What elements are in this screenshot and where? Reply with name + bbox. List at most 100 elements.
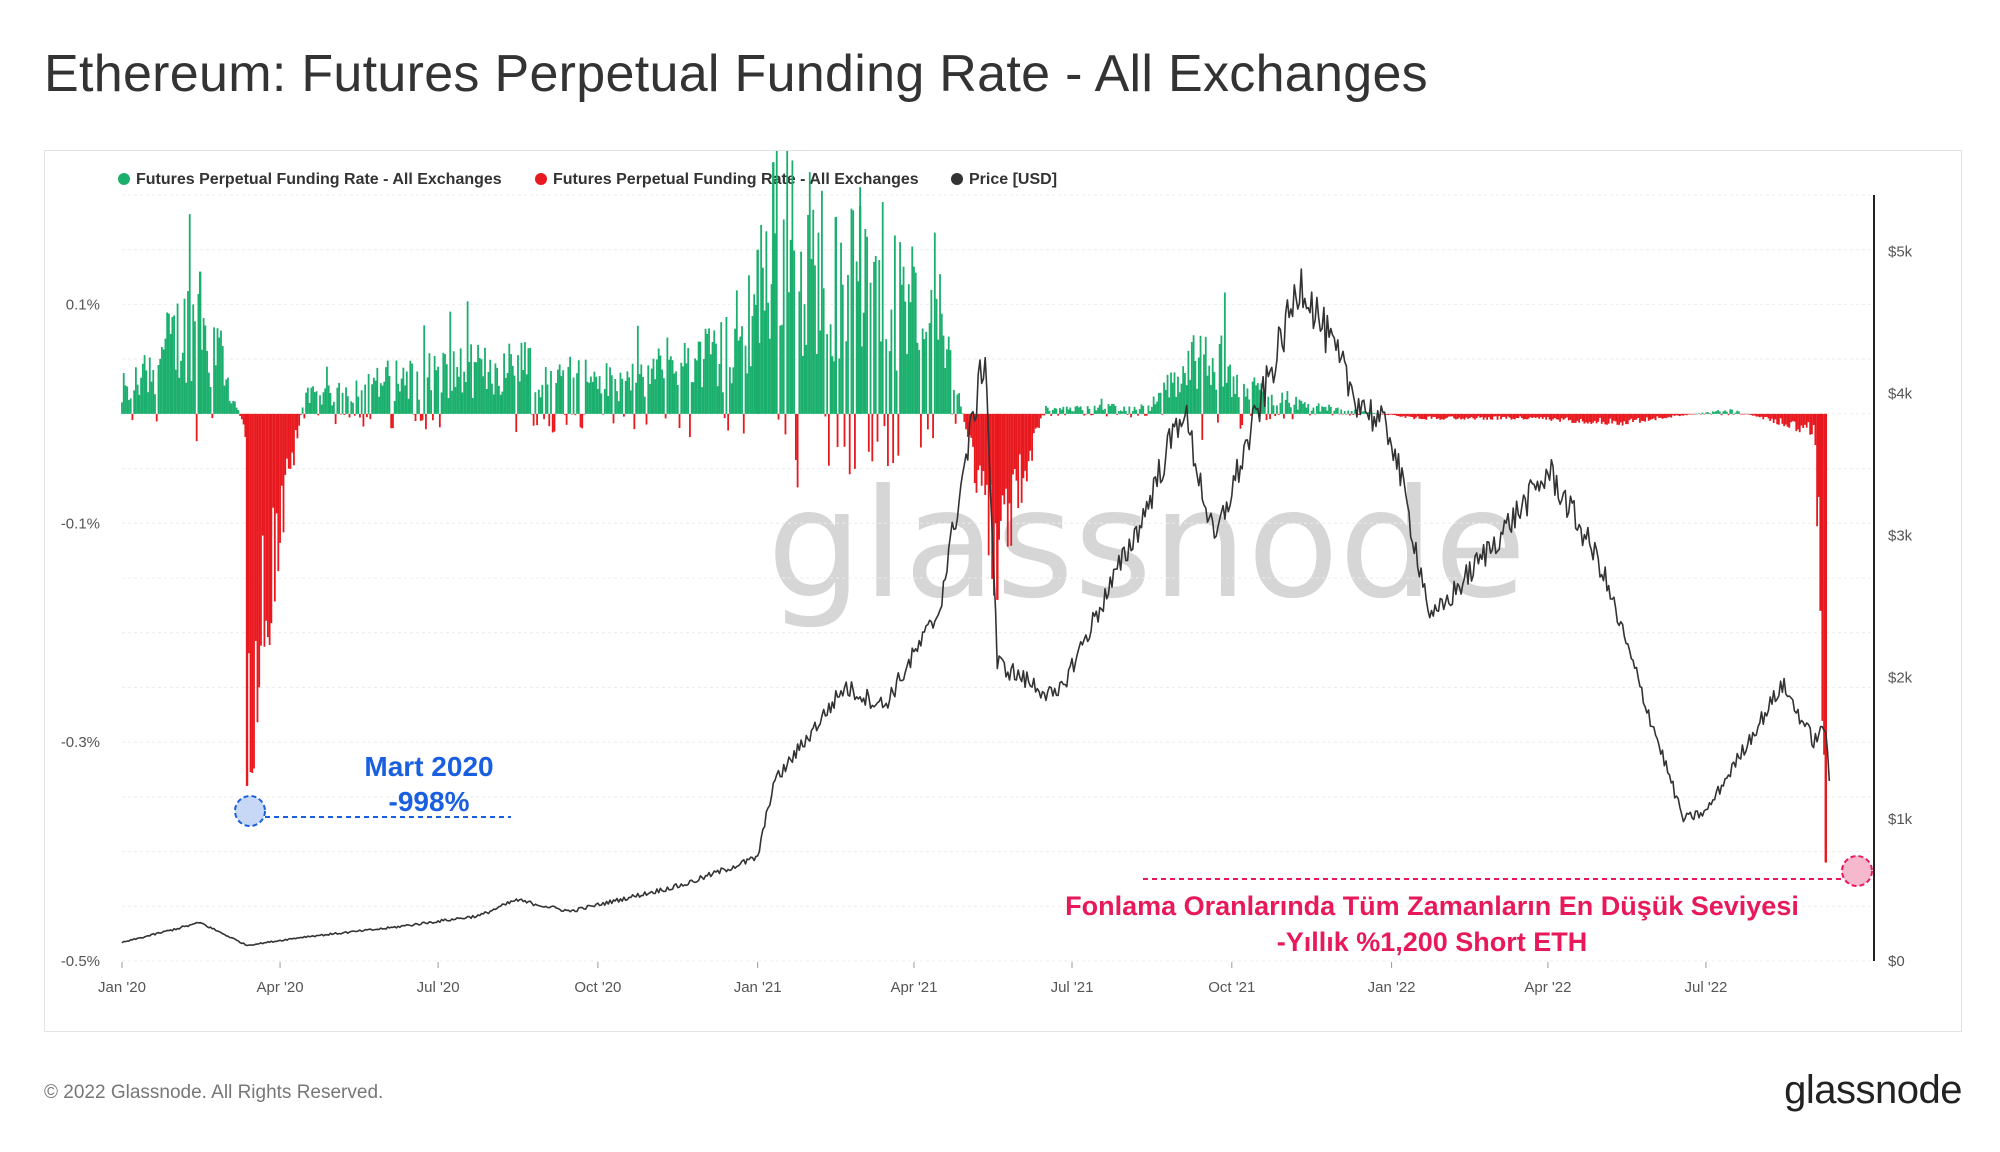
funding-bar-negative [1465,413,1468,418]
funding-bar-negative [1783,413,1786,427]
funding-bar-positive [517,355,519,414]
funding-bar-negative [291,413,294,453]
funding-bar-negative [1600,413,1603,424]
funding-bar-positive [555,382,558,414]
funding-bar-positive [1232,376,1235,414]
legend-label-negative[interactable]: Futures Perpetual Funding Rate - All Exc… [553,171,919,188]
funding-bar-negative [275,413,278,514]
funding-bar-positive [428,353,431,414]
funding-bar-positive [1724,410,1726,414]
page-title: Ethereum: Futures Perpetual Funding Rate… [44,45,1428,103]
funding-bar-positive [1175,396,1178,414]
funding-bar-negative [289,413,292,469]
funding-bar-positive [953,389,955,414]
funding-bar-positive [765,231,768,414]
funding-bar-positive [888,351,891,414]
funding-bar-negative [1481,413,1483,418]
x-tick-label: Oct '21 [1208,979,1255,996]
funding-bar-negative [1576,413,1579,421]
funding-bar-negative [1540,413,1542,418]
funding-bar-positive [411,363,413,414]
funding-bar-negative [645,413,648,425]
funding-bar-positive [400,378,403,414]
funding-bar-negative [1463,413,1466,420]
funding-bar-positive [496,367,499,414]
funding-bar-negative [1085,413,1087,415]
funding-bar-positive [310,387,313,414]
funding-bar-positive [1121,411,1124,414]
funding-bar-positive [584,359,587,414]
funding-bar-negative [892,413,895,463]
funding-bar-positive [180,360,182,414]
funding-bar-positive [1177,376,1179,414]
funding-bar-positive [959,406,962,414]
funding-bar-negative [1425,413,1428,420]
funding-bar-negative [977,413,980,471]
glassnode-logo[interactable]: glassnode [1784,1068,1962,1112]
funding-bar-negative [1239,413,1242,429]
funding-bar-negative [1444,413,1447,419]
funding-bar-positive [454,386,457,414]
funding-bar-positive [1329,406,1332,414]
funding-bar-positive [1281,392,1284,414]
funding-bar-negative [1399,413,1402,417]
funding-bar-extreme [756,249,759,414]
funding-bar-negative [1560,413,1563,419]
funding-bar-negative [1388,413,1391,415]
annotation-march-2020: Mart 2020 -998% [234,751,511,827]
legend-label-positive[interactable]: Futures Perpetual Funding Rate - All Exc… [136,171,502,188]
funding-bar-positive [939,274,941,414]
funding-bar-positive [643,396,646,414]
funding-bar-negative [299,413,302,415]
funding-bar-negative [1265,413,1268,421]
funding-bar-negative [1408,413,1410,417]
funding-bar-negative [1784,413,1787,425]
funding-bar-positive [944,367,947,414]
legend-label-price[interactable]: Price [USD] [969,171,1057,188]
funding-bar-positive [1288,402,1291,414]
funding-bar-positive [1048,410,1051,414]
funding-bar-negative [1291,413,1294,420]
funding-bar-positive [881,202,884,414]
funding-bar-negative [1434,413,1436,418]
funding-bar-positive [562,370,565,414]
funding-bar-negative [1420,413,1423,420]
funding-bar-positive [518,381,521,414]
funding-bar-negative [414,413,417,422]
funding-bar-negative [1817,413,1820,497]
funding-bar-negative [532,413,535,426]
funding-bar-negative [1013,413,1016,469]
annotation-ath-low: Fonlama Oranlarında Tüm Zamanların En Dü… [1065,855,1873,957]
funding-bar-positive [805,344,808,414]
funding-bar-positive [1210,385,1212,414]
funding-bar-positive [213,327,215,414]
funding-bar-positive [577,360,580,414]
funding-bar-positive [895,370,898,414]
funding-bar-positive [350,401,353,414]
funding-bar-negative [1041,413,1044,416]
funding-bar-positive [807,214,809,414]
funding-bar-positive [715,343,717,414]
funding-bar-positive [596,388,599,414]
funding-bar-negative [1680,413,1683,416]
funding-bar-positive [471,397,474,414]
funding-bar-negative [1043,413,1046,416]
funding-bar-negative [1772,413,1775,424]
funding-bar-positive [590,376,592,414]
funding-bar-negative [1659,413,1662,418]
funding-bar-positive [228,400,231,414]
funding-bar-positive [147,392,149,414]
funding-bar-positive [464,381,467,414]
legend: Futures Perpetual Funding Rate - All Exc… [118,171,1057,188]
funding-bar-negative [261,413,264,536]
funding-bar-positive [379,383,382,414]
funding-bar-negative [1663,413,1666,418]
funding-bar-negative [1090,413,1093,416]
funding-bar-positive [357,396,360,414]
funding-bar-negative [1458,413,1461,418]
funding-bar-positive [1119,410,1122,414]
funding-bar-negative [1489,413,1492,420]
funding-bar-positive [930,289,933,414]
funding-bar-negative [1651,413,1654,420]
funding-bar-negative [254,413,257,641]
